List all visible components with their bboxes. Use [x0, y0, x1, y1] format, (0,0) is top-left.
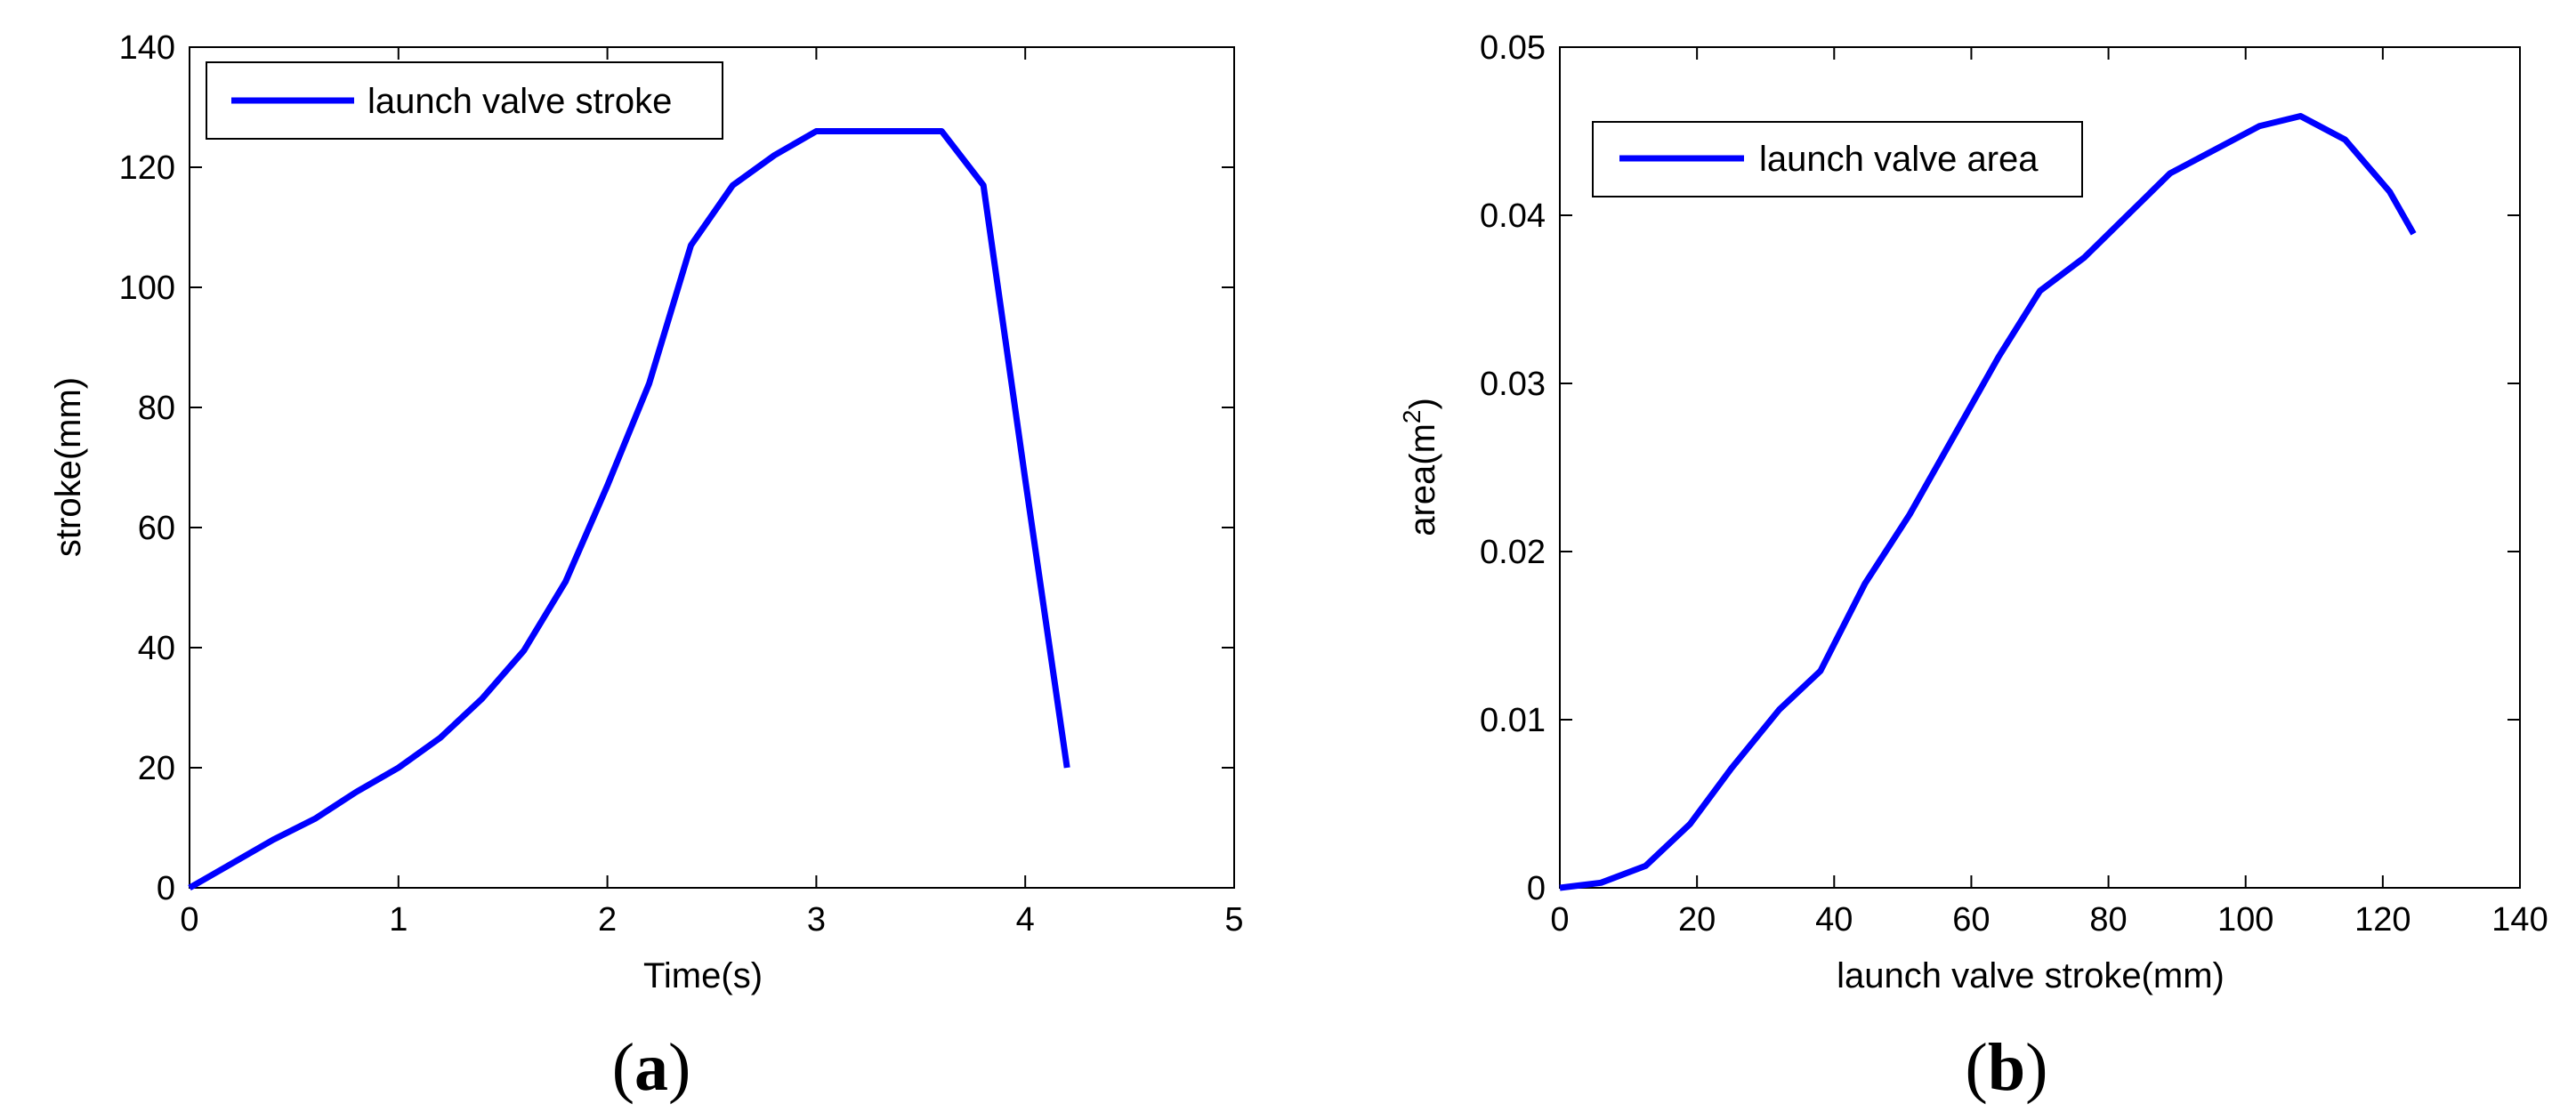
- y-tick-labels-a: 0 20 40 60 80 100 120 140: [119, 29, 175, 907]
- y-tick-label: 0: [1527, 870, 1546, 907]
- y-tick-label: 0.04: [1480, 197, 1546, 235]
- x-tick-label: 5: [1224, 901, 1243, 939]
- y-axis-label-b-sup: 2: [1398, 410, 1425, 424]
- x-axis-label-b: launch valve stroke(mm): [1837, 956, 2225, 995]
- y-tick-label: 20: [138, 750, 175, 787]
- y-tick-label: 0.05: [1480, 29, 1546, 67]
- y-tick-label: 120: [119, 149, 175, 187]
- x-tick-label: 40: [1815, 901, 1853, 939]
- x-tick-label: 20: [1678, 901, 1716, 939]
- x-tick-label: 0: [180, 901, 198, 939]
- x-axis-label-a: Time(s): [643, 956, 763, 995]
- y-axis-label-b: area(m2): [1398, 398, 1442, 536]
- y-tick-labels-b: 0 0.01 0.02 0.03 0.04 0.05: [1480, 29, 1546, 907]
- plot-frame-b: [1559, 46, 2521, 889]
- tick-marks-a: [189, 46, 1235, 889]
- y-tick-label: 0.03: [1480, 366, 1546, 403]
- legend-label-b: launch valve area: [1759, 140, 2039, 179]
- y-tick-label: 60: [138, 510, 175, 547]
- series-line-launch-valve-stroke: [188, 128, 1070, 891]
- y-axis-label-b-end: ): [1403, 398, 1442, 409]
- x-tick-label: 3: [807, 901, 826, 939]
- panel-label-b: (b): [1966, 1030, 2048, 1105]
- y-axis-label-a: stroke(mm): [49, 377, 88, 557]
- x-tick-label: 120: [2354, 901, 2410, 939]
- y-tick-label: 80: [138, 390, 175, 427]
- x-tick-label: 2: [598, 901, 617, 939]
- legend-b: launch valve area: [1592, 121, 2083, 197]
- y-tick-label: 40: [138, 630, 175, 667]
- x-tick-label: 4: [1016, 901, 1035, 939]
- chart-panel-b: 0 20 40 60 80 100 120 140 0 0.01 0.02 0.03 0.04 0.05…: [1398, 29, 2548, 1105]
- panel-letter-a: a: [634, 1030, 668, 1105]
- x-tick-labels-a: 0 1 2 3 4 5: [180, 901, 1243, 939]
- y-axis-label-b-main: area(m: [1403, 423, 1442, 536]
- legend-a: launch valve stroke: [206, 61, 723, 140]
- panel-label-a: (a): [612, 1030, 691, 1105]
- x-tick-labels-b: 0 20 40 60 80 100 120 140: [1550, 901, 2548, 939]
- x-tick-label: 0: [1550, 901, 1569, 939]
- x-tick-label: 140: [2491, 901, 2548, 939]
- series-line-launch-valve-area: [1559, 113, 2417, 891]
- x-tick-label: 80: [2089, 901, 2127, 939]
- y-tick-label: 0.02: [1480, 534, 1546, 571]
- y-tick-label: 0: [157, 870, 175, 907]
- legend-label-a: launch valve stroke: [367, 82, 672, 121]
- y-tick-label: 0.01: [1480, 702, 1546, 739]
- panel-letter-b: b: [1988, 1030, 2025, 1105]
- x-tick-label: 1: [389, 901, 408, 939]
- x-tick-label: 60: [1952, 901, 1990, 939]
- plot-frame-a: [189, 46, 1235, 889]
- chart-panel-a: 0 1 2 3 4 5 0 20 40 60 80 100 120 140 launch valve s…: [49, 29, 1244, 1105]
- y-tick-label: 100: [119, 270, 175, 307]
- y-tick-label: 140: [119, 29, 175, 67]
- x-tick-label: 100: [2217, 901, 2273, 939]
- tick-marks-b: [1559, 46, 2521, 889]
